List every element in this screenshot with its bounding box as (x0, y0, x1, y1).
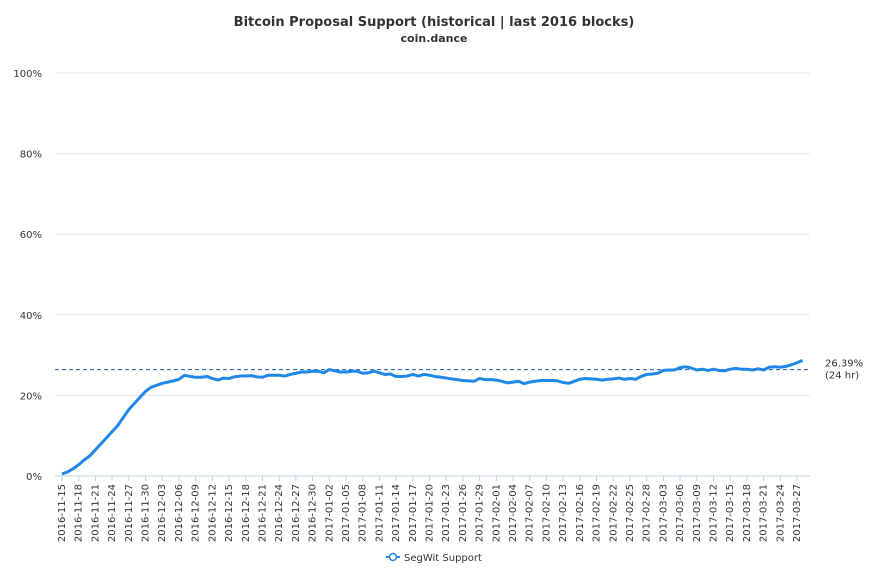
x-tick-label: 2017-01-29 (475, 484, 486, 542)
x-tick-label: 2016-11-24 (107, 484, 118, 542)
x-tick-label: 2017-03-27 (792, 484, 803, 542)
x-tick-label: 2017-02-13 (558, 484, 569, 542)
x-tick-label: 2016-12-18 (241, 484, 252, 542)
x-tick-label: 2017-02-07 (525, 484, 536, 542)
x-tick-label: 2017-02-10 (541, 484, 552, 542)
x-tick-label: 2017-03-06 (675, 484, 686, 542)
x-tick-label: 2016-11-30 (141, 484, 152, 542)
x-tick-label: 2016-12-30 (308, 484, 319, 542)
x-tick-label: 2016-12-24 (274, 484, 285, 542)
y-tick-label: 0% (26, 472, 42, 483)
x-tick-label: 2017-01-20 (425, 484, 436, 542)
x-tick-label: 2017-03-21 (759, 484, 770, 542)
reference-note: (24 hr) (825, 371, 859, 382)
x-tick-label: 2017-03-24 (775, 484, 786, 542)
x-tick-label: 2016-11-18 (74, 484, 85, 542)
x-tick-label: 2017-03-18 (742, 484, 753, 542)
x-tick-label: 2016-12-21 (257, 484, 268, 542)
x-tick-label: 2017-02-16 (575, 484, 586, 542)
reference-label: 26.39% (825, 359, 863, 370)
x-tick-label: 2017-02-19 (592, 484, 603, 542)
x-tick-label: 2017-01-11 (374, 484, 385, 542)
y-tick-label: 20% (20, 391, 42, 402)
legend-label: SegWit Support (404, 553, 482, 564)
x-tick-label: 2016-11-15 (57, 484, 68, 542)
chart-title: Bitcoin Proposal Support (historical | l… (234, 15, 635, 30)
series-line (61, 358, 804, 476)
x-tick-label: 2017-01-08 (358, 484, 369, 542)
x-tick-label: 2017-01-14 (391, 484, 402, 542)
x-tick-label: 2017-02-25 (625, 484, 636, 542)
x-tick-label: 2016-12-06 (174, 484, 185, 542)
x-tick-label: 2017-02-22 (608, 484, 619, 542)
x-tick-label: 2017-01-05 (341, 484, 352, 542)
x-tick-label: 2017-01-17 (408, 484, 419, 542)
x-tick-label: 2016-12-12 (207, 484, 218, 542)
x-tick-label: 2016-12-15 (224, 484, 235, 542)
x-tick-label: 2016-11-27 (124, 484, 135, 542)
x-tick-label: 2017-02-04 (508, 484, 519, 542)
y-tick-label: 80% (20, 150, 42, 161)
x-tick-label: 2017-03-15 (725, 484, 736, 542)
x-tick-label: 2016-12-03 (157, 484, 168, 542)
x-tick-label: 2017-01-26 (458, 484, 469, 542)
chart-subtitle: coin.dance (401, 32, 468, 45)
y-tick-label: 100% (13, 69, 42, 80)
x-tick-label: 2017-02-28 (642, 484, 653, 542)
x-tick-label: 2016-12-09 (191, 484, 202, 542)
x-tick-label: 2017-01-02 (324, 484, 335, 542)
x-tick-label: 2017-03-03 (658, 484, 669, 542)
x-tick-label: 2017-03-12 (708, 484, 719, 542)
x-tick-label: 2016-12-27 (291, 484, 302, 542)
x-tick-label: 2017-03-09 (692, 484, 703, 542)
x-tick-label: 2016-11-21 (90, 484, 101, 542)
x-tick-label: 2017-01-23 (441, 484, 452, 542)
legend-marker (388, 552, 398, 562)
y-tick-label: 40% (20, 311, 42, 322)
x-tick-label: 2017-02-01 (491, 484, 502, 542)
y-tick-label: 60% (20, 230, 42, 241)
